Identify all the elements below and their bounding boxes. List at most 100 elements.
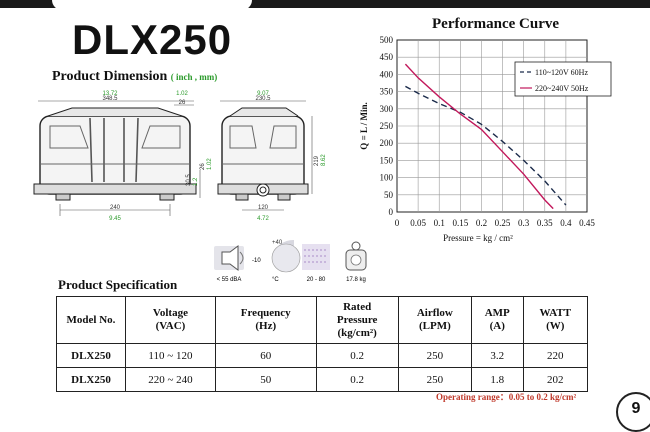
table-cell: 0.2	[315, 343, 399, 368]
y-axis-label: Q = L / Min.	[359, 102, 369, 149]
noise-icon: < 55 dBA	[214, 245, 244, 283]
weight-label: 17.8 kg	[346, 277, 366, 283]
spec-header-line: Frequency	[240, 307, 291, 319]
table-row: DLX250 110 ~ 120 60 0.2 250 3.2 220	[56, 343, 588, 368]
performance-chart: 0 0.05 0.1 0.15 0.2 0.25 0.3 0.35 0.4 0.45 0 50 100 1…	[359, 35, 612, 243]
table-cell: 3.2	[470, 343, 524, 368]
x-tick-label: 0.35	[537, 218, 553, 228]
y-tick-label: 250	[380, 121, 394, 131]
spec-header-line: (kg/cm²)	[337, 326, 377, 339]
weight-icon: 17.8 kg	[345, 241, 367, 283]
side-top-inch: 9.07	[257, 91, 269, 97]
temp-low-label: -10	[252, 258, 261, 264]
front-side-mm: 30.5	[186, 174, 192, 186]
spec-header-line: (LPM)	[418, 320, 451, 332]
noise-label: < 55 dBA	[217, 277, 242, 283]
legend-entry: 220~240V 50Hz	[535, 84, 589, 93]
dimension-drawing: 13.72 348.5 1.02 26 240 9.45 30.5 1.2 26…	[33, 91, 327, 222]
title-tab	[52, 0, 252, 10]
side-bottom-inch: 4.72	[257, 216, 269, 222]
x-tick-label: 0.1	[434, 218, 445, 228]
chart-series	[404, 63, 567, 210]
y-tick-label: 400	[380, 69, 394, 79]
temp-high-label: +40	[272, 240, 283, 246]
spec-header-line: Model No.	[66, 313, 116, 326]
spec-header-cell: Frequency (Hz)	[214, 296, 317, 344]
y-tick-label: 100	[380, 173, 394, 183]
spec-header-cell: Airflow (LPM)	[397, 296, 472, 344]
dimension-title: Product Dimension ( inch , mm)	[52, 69, 217, 85]
table-cell: DLX250	[56, 343, 126, 368]
spec-header-line: Pressure	[336, 313, 378, 326]
front-bottom-mm: 240	[110, 205, 121, 211]
table-cell: 250	[397, 367, 472, 392]
side-top-mm: 230.5	[255, 96, 271, 102]
y-tick-label: 150	[380, 155, 394, 165]
chart-axes: 0 0.05 0.1 0.15 0.2 0.25 0.3 0.35 0.4 0.45 0 50 100 1…	[359, 35, 595, 243]
x-tick-label: 0.3	[518, 218, 530, 228]
x-axis-label: Pressure = kg / cm²	[443, 233, 513, 243]
performance-title: Performance Curve	[432, 16, 560, 32]
table-cell: 50	[214, 367, 317, 392]
table-cell: 110 ~ 120	[125, 343, 216, 368]
x-tick-label: 0	[395, 218, 400, 228]
front-side-inch: 1.2	[193, 177, 199, 186]
page-number: 9	[616, 392, 650, 432]
front-top-right-mm: 26	[179, 100, 186, 106]
series-line-1	[404, 63, 554, 210]
legend-box	[514, 61, 612, 97]
front-side-mm2: 26	[200, 163, 206, 170]
condition-icons: < 55 dBA +40 -10 °C 20 - 80 17.8 kg	[214, 239, 367, 283]
dimension-unit: ( inch , mm)	[170, 72, 218, 82]
humidity-label: 20 - 80	[307, 277, 326, 283]
front-top-right-inch: 1.02	[176, 91, 188, 97]
spec-header-line: (Hz)	[255, 320, 277, 332]
y-tick-label: 450	[380, 52, 394, 62]
spec-header-row: Model No. Voltage (VAC) Frequency (Hz) Rated P…	[56, 296, 588, 344]
y-tick-label: 300	[380, 104, 394, 114]
spec-header-cell: WATT (W)	[522, 296, 588, 344]
front-side-inch2: 1.02	[207, 158, 213, 170]
chart-legend: 110~120V 60Hz 220~240V 50Hz	[514, 61, 612, 97]
temp-unit-label: °C	[272, 277, 279, 283]
spec-header-line: (W)	[546, 320, 565, 332]
front-view-drawing	[33, 100, 201, 216]
spec-header-cell: Model No.	[56, 296, 126, 344]
table-cell: 250	[397, 343, 472, 368]
spec-header-line: AMP	[484, 307, 510, 319]
dimension-title-text: Product Dimension	[52, 69, 168, 84]
model-title: DLX250	[72, 16, 233, 63]
top-bar	[0, 0, 650, 8]
y-tick-label: 50	[384, 190, 394, 200]
spec-header-line: Rated	[343, 300, 372, 313]
table-cell: 220 ~ 240	[125, 367, 216, 392]
table-cell: 0.2	[315, 367, 399, 392]
table-cell: DLX250	[56, 367, 126, 392]
table-cell: 60	[214, 343, 317, 368]
humidity-icon: 20 - 80	[302, 244, 330, 283]
spec-header-line: Voltage	[152, 307, 188, 319]
legend-entry: 110~120V 60Hz	[535, 68, 588, 77]
series-line-0	[405, 85, 567, 206]
front-bottom-inch: 9.45	[109, 216, 121, 222]
x-tick-label: 0.15	[452, 218, 468, 228]
x-tick-label: 0.25	[495, 218, 511, 228]
spec-header-line: WATT	[539, 307, 572, 319]
operating-range: Operating range：0.05 to 0.2 kg/cm²	[436, 392, 577, 402]
spec-header-line: Airflow	[416, 307, 453, 319]
spec-table: Model No. Voltage (VAC) Frequency (Hz) Rated P…	[56, 296, 588, 392]
table-cell: 220	[522, 343, 588, 368]
spec-title: Product Specification	[58, 277, 178, 292]
x-tick-label: 0.2	[476, 218, 487, 228]
spec-header-cell: Voltage (VAC)	[125, 296, 216, 344]
front-top-inch: 13.72	[102, 91, 118, 97]
spec-header-line: (A)	[489, 320, 505, 332]
x-tick-label: 0.45	[579, 218, 595, 228]
spec-header-cell: AMP (A)	[470, 296, 524, 344]
y-tick-label: 200	[380, 138, 394, 148]
spec-header-line: (VAC)	[155, 320, 186, 332]
spec-header-cell: Rated Pressure (kg/cm²)	[315, 296, 399, 344]
x-tick-label: 0.05	[410, 218, 426, 228]
table-cell: 1.8	[470, 367, 524, 392]
front-top-mm: 348.5	[102, 96, 118, 102]
